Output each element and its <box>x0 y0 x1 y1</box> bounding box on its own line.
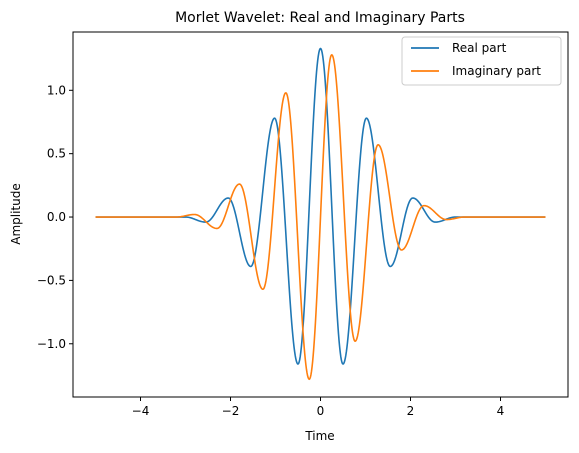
x-tick-label: 2 <box>407 404 415 418</box>
y-tick-label: 0.0 <box>47 210 66 224</box>
x-tick-label: 0 <box>317 404 325 418</box>
y-tick-label: −1.0 <box>37 337 66 351</box>
x-axis-label: Time <box>304 429 334 443</box>
y-axis: −1.0 −0.5 0.0 0.5 1.0 <box>37 83 73 351</box>
legend-box <box>401 36 562 86</box>
chart-title: Morlet Wavelet: Real and Imaginary Parts <box>175 10 465 26</box>
y-tick-label: 1.0 <box>47 83 66 97</box>
y-tick-label: −0.5 <box>37 273 66 287</box>
legend-label-imaginary: Imaginary part <box>452 64 541 78</box>
series-layer <box>95 47 546 381</box>
legend-label-real: Real part <box>452 41 507 55</box>
x-tick-label: 4 <box>497 404 505 418</box>
x-tick-label: −4 <box>132 404 150 418</box>
x-axis: −4 −2 0 2 4 <box>132 397 505 418</box>
x-tick-label: −2 <box>222 404 240 418</box>
y-tick-label: 0.5 <box>47 147 66 161</box>
legend: Real part Imaginary part <box>401 36 562 86</box>
y-axis-label: Amplitude <box>9 183 23 245</box>
imaginary-part-line <box>95 54 546 381</box>
